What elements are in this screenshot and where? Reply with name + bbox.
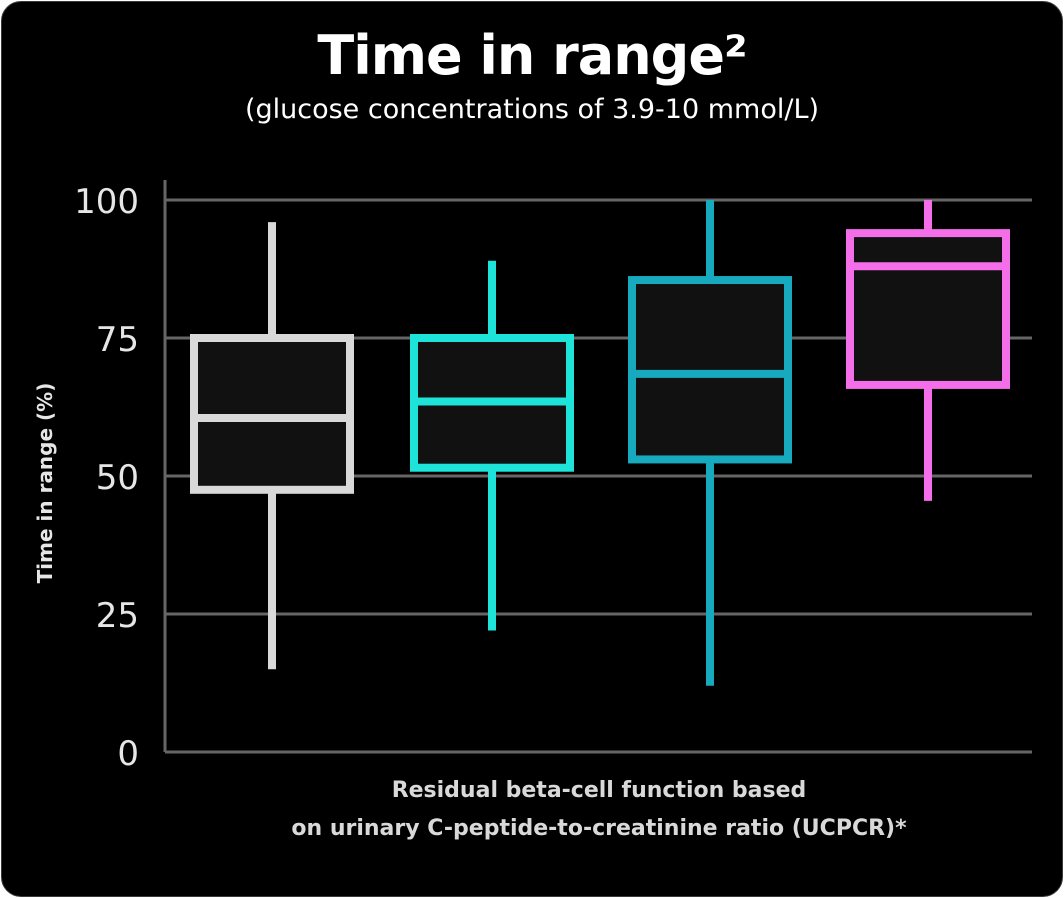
x-axis-label-line-2: on urinary C-peptide-to-creatinine ratio…: [291, 816, 907, 841]
y-tick-label-75: 75: [96, 320, 139, 360]
y-tick-label-100: 100: [74, 182, 139, 222]
y-tick-label-50: 50: [96, 458, 139, 498]
x-axis-label-line-1: Residual beta-cell function based: [391, 778, 807, 803]
box-4: [846, 229, 1010, 389]
chart-title: Time in range²: [317, 24, 747, 87]
box-1: [190, 334, 354, 494]
chart-subtitle: (glucose concentrations of 3.9-10 mmol/L…: [244, 94, 820, 125]
box-3: [628, 276, 792, 464]
x-axis-label: Residual beta-cell function based on uri…: [234, 772, 964, 848]
y-tick-label-25: 25: [96, 596, 139, 636]
y-tick-label-0: 0: [117, 734, 139, 774]
